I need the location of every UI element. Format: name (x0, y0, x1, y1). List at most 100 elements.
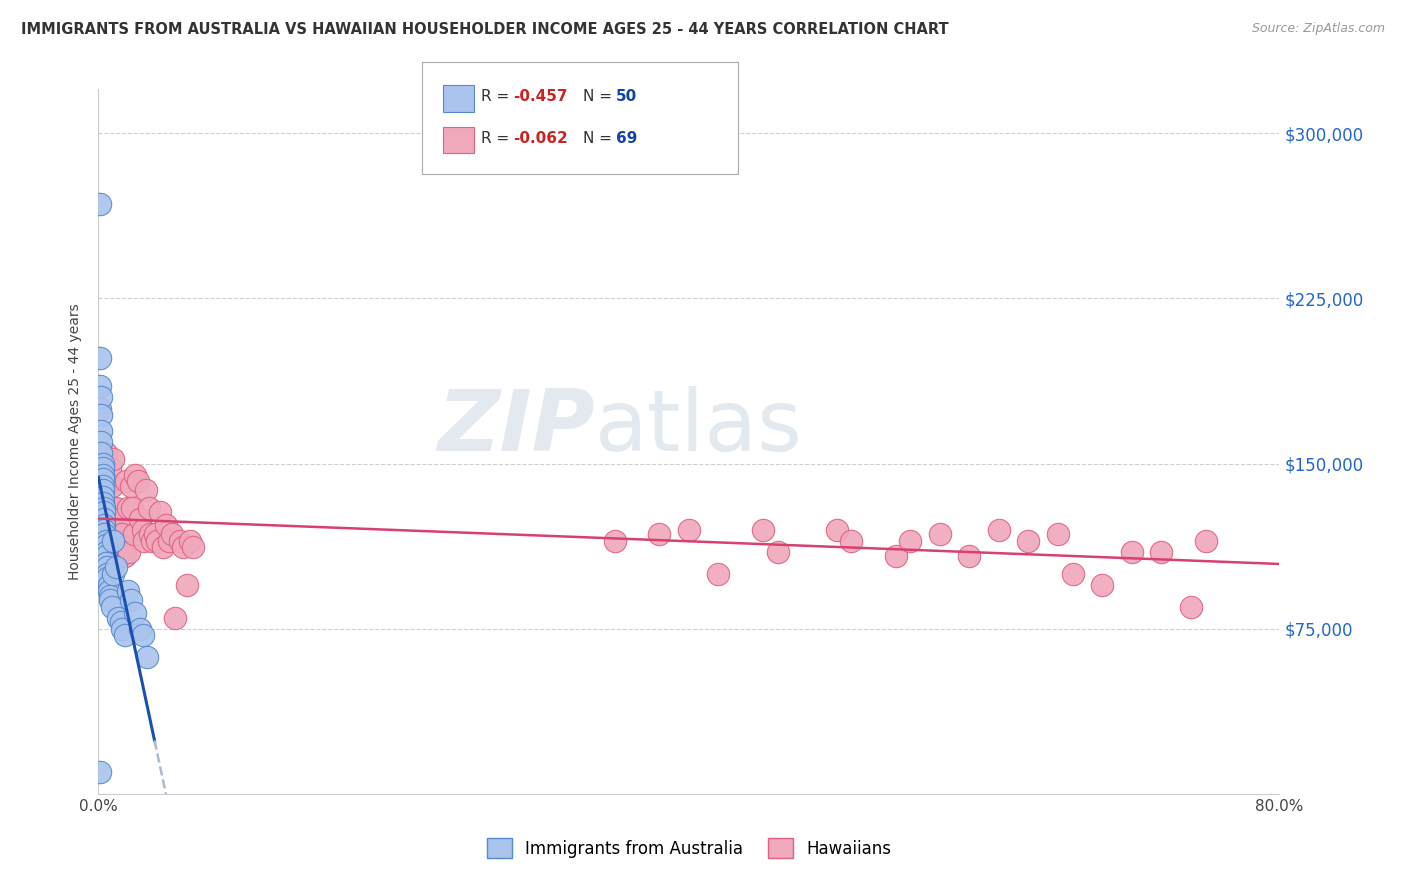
Point (103, 452, 125, 467)
Point (103, 533, 125, 548)
Point (89, 196, 111, 211)
Point (91, 472, 114, 486)
Point (104, 523, 127, 537)
Point (1062, 566, 1084, 581)
Point (118, 544, 141, 558)
Point (1091, 577, 1114, 591)
Point (120, 478, 142, 492)
Text: 50: 50 (616, 89, 637, 103)
Point (884, 549, 907, 563)
Point (93, 523, 115, 537)
Point (93, 505, 115, 519)
Point (155, 518, 177, 533)
Point (98, 593, 121, 607)
Point (91, 461, 114, 475)
Point (988, 523, 1011, 537)
Point (1046, 527, 1070, 541)
Point (89, 764, 111, 779)
Point (121, 500, 143, 515)
Point (93, 518, 115, 533)
Point (132, 523, 155, 537)
Point (93, 500, 115, 515)
Point (96, 560, 118, 574)
Point (112, 541, 135, 555)
Text: N =: N = (583, 131, 617, 145)
Point (132, 628, 155, 642)
Point (139, 527, 162, 541)
Point (98, 461, 121, 475)
Point (89, 401, 111, 416)
Point (707, 566, 730, 581)
Point (108, 544, 131, 558)
Point (91, 457, 114, 471)
Point (124, 607, 146, 621)
Point (134, 533, 156, 548)
Point (127, 474, 149, 488)
Point (115, 474, 138, 488)
Point (825, 523, 848, 537)
Point (93, 527, 115, 541)
Text: N =: N = (583, 89, 617, 103)
Point (96, 566, 118, 581)
Point (169, 533, 191, 548)
Text: -0.457: -0.457 (513, 89, 568, 103)
Legend: Immigrants from Australia, Hawaiians: Immigrants from Australia, Hawaiians (479, 831, 898, 864)
Point (648, 527, 671, 541)
Point (91, 467, 114, 482)
Point (152, 541, 174, 555)
Point (90, 445, 112, 459)
Point (96, 571, 118, 585)
Point (91, 496, 114, 510)
Text: ZIP: ZIP (437, 386, 595, 469)
Point (117, 584, 139, 599)
Point (176, 577, 198, 591)
Point (752, 523, 775, 537)
Point (94, 538, 117, 552)
Point (959, 549, 981, 563)
Point (1121, 544, 1143, 558)
Point (114, 549, 136, 563)
Point (117, 500, 139, 515)
Point (929, 527, 952, 541)
Point (165, 610, 187, 624)
Point (1150, 544, 1173, 558)
Point (96, 478, 118, 492)
Point (122, 527, 145, 541)
Point (98, 589, 121, 603)
Point (172, 541, 194, 555)
Text: Source: ZipAtlas.com: Source: ZipAtlas.com (1251, 22, 1385, 36)
Point (605, 533, 627, 548)
Point (110, 615, 132, 629)
Point (120, 593, 142, 607)
Point (1018, 533, 1040, 548)
Point (89, 351, 111, 365)
Point (100, 478, 122, 492)
Point (91, 478, 114, 492)
Point (91, 490, 114, 504)
Point (105, 560, 128, 574)
Text: IMMIGRANTS FROM AUSTRALIA VS HAWAIIAN HOUSEHOLDER INCOME AGES 25 - 44 YEARS CORR: IMMIGRANTS FROM AUSTRALIA VS HAWAIIAN HO… (21, 22, 949, 37)
Text: R =: R = (481, 131, 515, 145)
Point (900, 533, 922, 548)
Point (94, 445, 117, 459)
Text: atlas: atlas (595, 386, 803, 469)
Point (179, 533, 201, 548)
Point (93, 500, 115, 515)
Point (94, 556, 117, 570)
Point (91, 483, 114, 497)
Point (157, 533, 180, 548)
Point (124, 467, 146, 482)
Point (97, 584, 120, 599)
Point (143, 527, 166, 541)
Point (94, 549, 117, 563)
Point (107, 533, 129, 548)
Point (1195, 533, 1218, 548)
Point (128, 622, 150, 636)
Text: 69: 69 (616, 131, 637, 145)
Text: R =: R = (481, 89, 515, 103)
Point (89, 379, 111, 393)
Point (105, 500, 128, 515)
Point (98, 523, 121, 537)
Point (766, 544, 789, 558)
Point (94, 533, 117, 548)
